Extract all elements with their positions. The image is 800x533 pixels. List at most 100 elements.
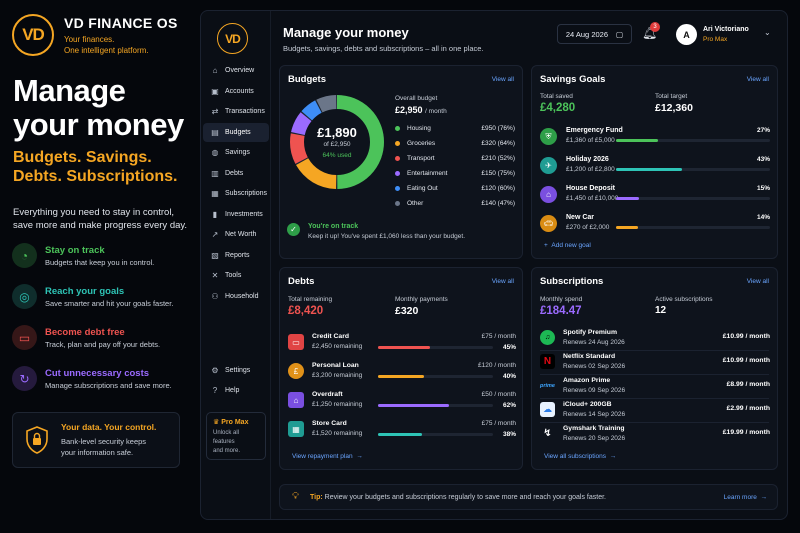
sidebar-item-transactions[interactable]: ⇄ Transactions — [203, 102, 269, 121]
goal-house-deposit[interactable]: ⌂ House Deposit £1,450 of £10,000 15% — [540, 184, 770, 208]
sidebar-item-help[interactable]: ? Help — [203, 381, 269, 400]
brand: VD VD FINANCE OS Your finances. One inte… — [12, 14, 178, 56]
goal-emergency-fund[interactable]: ⛨ Emergency Fund £1,360 of £5,000 27% — [540, 126, 770, 150]
debt-personal-loan[interactable]: £ Personal Loan £3,200 remaining £120 / … — [288, 361, 516, 385]
wallet-icon: ▣ — [211, 87, 219, 96]
store-icon: ▦ — [288, 421, 304, 437]
feature-title: Cut unnecessary costs — [45, 367, 150, 379]
sidebar-item-investments[interactable]: ▮ Investments — [203, 205, 269, 224]
sidebar-item-label: Savings — [225, 149, 250, 156]
sidebar-item-overview[interactable]: ⌂ Overview — [203, 61, 269, 80]
view-all-subscriptions-link[interactable]: View all subscriptions → — [544, 453, 617, 460]
add-goal-button[interactable]: + Add new goal — [544, 242, 591, 249]
subscription-icloud[interactable]: ☁ iCloud+ 200GB Renews 14 Sep 2026 £2.99… — [540, 400, 770, 422]
swap-icon: ⇄ — [211, 107, 219, 116]
budget-row-transport[interactable]: Transport £210 (52%) — [395, 153, 515, 163]
debt-credit-card[interactable]: ▭ Credit Card £2,450 remaining £75 / mon… — [288, 332, 516, 356]
feature-title: Become debt free — [45, 326, 125, 338]
subscription-amazon-prime[interactable]: prime Amazon Prime Renews 09 Sep 2026 £8… — [540, 377, 770, 394]
active-subscriptions-value: 12 — [655, 305, 667, 316]
cycle-icon: ↻ — [12, 366, 37, 391]
debts-view-all[interactable]: View all — [491, 278, 514, 285]
brand-logo: VD — [12, 14, 54, 56]
subscription-netflix[interactable]: N Netflix Standard Renews 02 Sep 2026 £1… — [540, 352, 770, 374]
donut-used: 64% used — [322, 152, 352, 159]
total-saved-value: £4,280 — [540, 102, 576, 114]
budget-row-entertainment[interactable]: Entertainment £150 (75%) — [395, 168, 515, 178]
date-picker[interactable]: 24 Aug 2026 ▢ — [557, 24, 632, 44]
avatar[interactable]: A — [676, 24, 697, 45]
total-target-label: Total target — [655, 93, 688, 100]
debt-icon: ▥ — [211, 169, 219, 178]
chevron-down-icon[interactable]: ⌄ — [764, 28, 771, 37]
tip-bar: 💡︎ Tip: Review your budgets and subscrip… — [279, 484, 778, 510]
feature-title: Stay on track — [45, 244, 105, 256]
sidebar-item-debts[interactable]: ▥ Debts — [203, 164, 269, 183]
debts-card: Debts View all Total remaining £8,420 Mo… — [279, 267, 523, 470]
subscriptions-view-all[interactable]: View all — [746, 278, 769, 285]
shield-icon: ⛨ — [540, 128, 557, 145]
sidebar-item-label: Accounts — [225, 88, 254, 95]
feature-debt-free: ▭ Become debt free Track, plan and pay o… — [12, 325, 160, 350]
on-track-status: ✓ You're on track Keep it up! You've spe… — [287, 223, 465, 240]
pro-title: ♛ Pro Max — [213, 419, 249, 426]
total-remaining-value: £8,420 — [288, 305, 324, 317]
budget-row-groceries[interactable]: Groceries £320 (64%) — [395, 138, 515, 148]
credit-card-icon: ▭ — [288, 334, 304, 350]
security-title: Your data. Your control. — [61, 422, 157, 432]
goal-progress — [616, 168, 683, 171]
gymshark-icon: ↯ — [543, 428, 552, 439]
goal-new-car[interactable]: 🚗︎ New Car £270 of £2,000 14% — [540, 213, 770, 237]
debt-store-card[interactable]: ▦ Store Card £1,520 remaining £75 / mont… — [288, 419, 516, 443]
brand-name: VD FINANCE OS — [64, 14, 178, 31]
budget-row-other[interactable]: Other £140 (47%) — [395, 198, 515, 208]
target-icon: ◎ — [12, 284, 37, 309]
subscription-gymshark[interactable]: ↯ Gymshark Training Renews 20 Sep 2026 £… — [540, 424, 770, 446]
brand-tagline-1: Your finances. — [64, 34, 115, 44]
plus-icon: + — [544, 242, 548, 249]
card-icon: ▭ — [12, 325, 37, 350]
piggy-icon: ◍ — [211, 148, 219, 157]
arrow-right-icon: → — [609, 453, 617, 460]
sidebar-item-settings[interactable]: ⚙ Settings — [203, 361, 269, 380]
sub-icon: ▦ — [211, 189, 219, 198]
budgets-view-all[interactable]: View all — [491, 76, 514, 83]
icloud-icon: ☁ — [540, 402, 555, 417]
goal-holiday-2026[interactable]: ✈ Holiday 2026 £1,200 of £2,800 43% — [540, 155, 770, 179]
sidebar-item-subscriptions[interactable]: ▦ Subscriptions — [203, 184, 269, 203]
amazon-prime-icon: prime — [540, 382, 555, 389]
view-repayment-plan-link[interactable]: View repayment plan → — [292, 453, 363, 460]
arrow-right-icon: → — [356, 453, 363, 460]
sidebar-item-label: Investments — [225, 211, 263, 218]
savings-view-all[interactable]: View all — [746, 76, 769, 83]
home-icon: ⌂ — [212, 66, 218, 75]
report-icon: ▧ — [211, 251, 219, 260]
budgets-card: Budgets View all £1,890 of £2,950 64% us… — [279, 65, 523, 259]
tip-text: Tip: Review your budgets and subscriptio… — [310, 494, 606, 501]
learn-more-link[interactable]: Learn more → — [723, 494, 767, 501]
lock-shield-icon — [26, 426, 48, 454]
pro-max-promo[interactable]: ♛ Pro Max Unlock all features and more. — [206, 412, 266, 460]
brand-tagline-2: One intelligent platform. — [64, 45, 149, 55]
sidebar-item-label: Reports — [225, 252, 250, 259]
sidebar-item-savings[interactable]: ◍ Savings — [203, 143, 269, 162]
debt-overdraft[interactable]: ⌂ Overdraft £1,250 remaining £50 / month… — [288, 390, 516, 414]
sidebar-item-tools[interactable]: ✕ Tools — [203, 266, 269, 285]
budget-row-eating-out[interactable]: Eating Out £120 (60%) — [395, 183, 515, 193]
subscriptions-card: Subscriptions View all Monthly spend £18… — [531, 267, 778, 470]
sidebar-item-accounts[interactable]: ▣ Accounts — [203, 82, 269, 101]
sidebar-item-net-worth[interactable]: ↗ Net Worth — [203, 225, 269, 244]
sidebar-item-label: Subscriptions — [225, 190, 268, 197]
bank-icon: ⌂ — [288, 392, 304, 408]
sidebar-item-reports[interactable]: ▧ Reports — [203, 246, 269, 265]
sidebar-item-household[interactable]: ⚇ Household — [203, 287, 269, 306]
total-saved-label: Total saved — [540, 93, 573, 100]
feature-desc: Save smarter and hit your goals faster. — [45, 298, 174, 308]
budget-row-housing[interactable]: Housing £950 (76%) — [395, 123, 515, 133]
subscription-spotify[interactable]: ♫ Spotify Premium Renews 24 Aug 2026 £10… — [540, 328, 770, 350]
pro-desc: Unlock all features and more. — [213, 430, 241, 454]
donut-of: of £2,950 — [323, 141, 351, 148]
sidebar-logo[interactable]: VD — [217, 23, 248, 54]
feature-cut-costs: ↻ Cut unnecessary costs Manage subscript… — [12, 366, 172, 391]
sidebar-item-budgets[interactable]: ▤ Budgets — [203, 123, 269, 142]
